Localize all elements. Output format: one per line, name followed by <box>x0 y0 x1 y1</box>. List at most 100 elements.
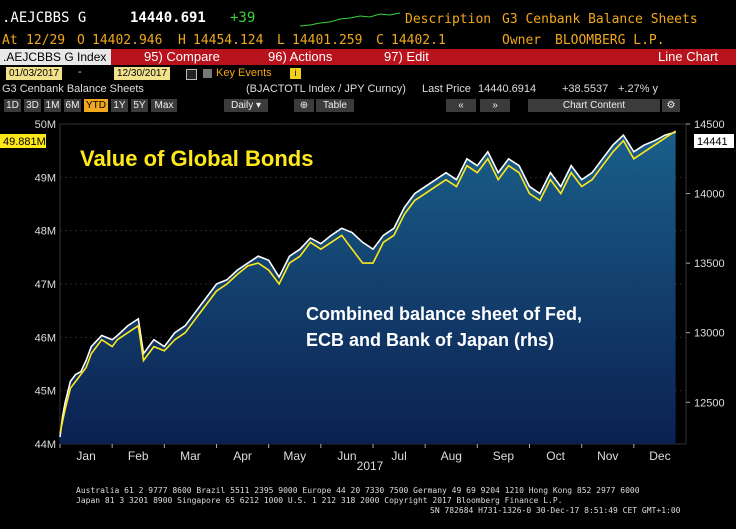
toolbar: .AEJCBBS G Index 95) Compare 96) Actions… <box>0 49 736 66</box>
footer: Australia 61 2 9777 8600 Brazil 5511 239… <box>0 480 736 529</box>
last-price-label: Last Price <box>422 83 471 95</box>
owner-label: Owner <box>502 33 542 48</box>
period-button-3d[interactable]: 3D <box>24 99 41 112</box>
high-value: 14454.124 <box>193 33 264 48</box>
area-fill <box>60 132 676 444</box>
compare-button[interactable]: 95) Compare <box>144 49 220 64</box>
last-price-value: 14440.6914 <box>478 83 537 95</box>
info-icon[interactable]: i <box>290 68 301 79</box>
x-tick-label: Apr <box>233 449 252 463</box>
x-tick-label: Nov <box>597 449 618 463</box>
annotation-line2: ECB and Bank of Japan (rhs) <box>306 330 554 350</box>
period-button-1y[interactable]: 1Y <box>111 99 128 112</box>
left-last-tag-text: 49.881M <box>3 136 46 148</box>
right-last-tag-text: 14441 <box>697 136 728 148</box>
scroll-right-icon[interactable]: » <box>480 99 510 112</box>
left-tick-label: 47M <box>35 279 56 291</box>
period-button-1d[interactable]: 1D <box>4 99 21 112</box>
at-value: 12/29 <box>26 33 66 48</box>
chart: 44M 45M 46M 47M 48M 49M 50M 12500 13000 13500 140… <box>0 119 734 473</box>
price-change: +39 <box>230 10 256 26</box>
right-tick-label: 12500 <box>694 397 725 409</box>
table-button[interactable]: Table <box>316 99 354 112</box>
annotation-line1: Combined balance sheet of Fed, <box>306 304 582 324</box>
ohlc-row: At 12/29 O 14402.946 H 14454.124 L 14401… <box>0 32 736 49</box>
low-label: L <box>277 33 285 48</box>
left-tick-label: 48M <box>35 226 56 238</box>
quote-header: .AEJCBBS G 14440.691 +39 Description G3 … <box>0 0 736 32</box>
description-value: G3 Cenbank Balance Sheets <box>502 12 698 27</box>
info-row: G3 Cenbank Balance Sheets (BJACTOTL Inde… <box>0 82 736 98</box>
left-tick-label: 44M <box>35 439 56 451</box>
change-pct: +.27% y <box>618 83 659 95</box>
period-button-1m[interactable]: 1M <box>44 99 61 112</box>
compare-series: (BJACTOTL Index / JPY Curncy) <box>246 83 406 95</box>
left-axis: 44M 45M 46M 47M 48M 49M 50M <box>35 119 56 451</box>
frequency-value: Daily <box>230 100 254 111</box>
period-row: 1D 3D 1M 6M YTD 1Y 5Y Max Daily ▾ ⊕ Table « » C… <box>0 98 736 114</box>
at-label: At <box>2 33 18 48</box>
x-tick-label: Sep <box>493 449 515 463</box>
right-tick-label: 14500 <box>694 119 725 131</box>
key-events-label: Key Events <box>216 67 272 79</box>
start-date-field[interactable]: 01/03/2017 <box>6 67 63 80</box>
zoom-icon[interactable]: ⊕ <box>294 99 314 112</box>
ticker: .AEJCBBS G <box>2 10 87 26</box>
left-tick-label: 49M <box>35 172 56 184</box>
chart-content-button[interactable]: Chart Content <box>528 99 660 112</box>
left-tick-label: 45M <box>35 386 56 398</box>
scroll-left-icon[interactable]: « <box>446 99 476 112</box>
footer-line1: Australia 61 2 9777 8600 Brazil 5511 239… <box>76 486 640 495</box>
toolbar-bar <box>0 49 736 65</box>
key-events-checkbox[interactable] <box>203 69 212 78</box>
open-label: O <box>77 33 85 48</box>
close-label: C <box>376 33 384 48</box>
change-abs: +38.5537 <box>562 83 609 95</box>
footer-line3: SN 782684 H731-1326-0 30-Dec-17 8:51:49 … <box>430 506 681 515</box>
x-tick-label: Jan <box>76 449 95 463</box>
x-axis: Jan Feb Mar Apr May Jun Jul Aug Sep Oct Nov Dec <box>59 444 671 463</box>
left-last-tag <box>0 134 46 148</box>
last-price: 14440.691 <box>130 10 206 26</box>
period-button-ytd[interactable]: YTD <box>84 99 108 112</box>
right-last-tag <box>694 134 734 148</box>
x-axis-label: 2017 <box>357 459 384 473</box>
edit-button[interactable]: 97) Edit <box>384 49 429 64</box>
left-tick-label: 50M <box>35 119 56 131</box>
frequency-select[interactable]: Daily ▾ <box>224 99 268 112</box>
x-tick-label: Aug <box>441 449 462 463</box>
calendar-icon[interactable] <box>186 69 197 80</box>
series-yellow-line <box>59 130 677 434</box>
high-label: H <box>178 33 186 48</box>
x-tick-label: May <box>283 449 306 463</box>
low-value: 14401.259 <box>292 33 363 48</box>
right-tick-label: 14000 <box>694 189 725 201</box>
close-value: 14402.1 <box>391 33 446 48</box>
chart-content-label: Chart Content <box>562 100 626 111</box>
range-dash: - <box>78 66 82 78</box>
end-date-field[interactable]: 12/30/2017 <box>114 67 171 80</box>
settings-icon[interactable]: ⚙ <box>662 99 680 112</box>
open-value: 14402.946 <box>92 33 163 48</box>
right-axis: 12500 13000 13500 14000 14500 <box>686 119 725 409</box>
right-tick-label: 13500 <box>694 258 725 270</box>
owner-value: BLOOMBERG L.P. <box>555 33 665 48</box>
x-tick-label: Dec <box>649 449 670 463</box>
x-tick-label: Oct <box>546 449 565 463</box>
view-type[interactable]: Line Chart <box>658 49 718 64</box>
period-button-max[interactable]: Max <box>151 99 177 112</box>
left-tick-label: 46M <box>35 332 56 344</box>
series-title: G3 Cenbank Balance Sheets <box>2 83 144 95</box>
actions-button[interactable]: 96) Actions <box>268 49 333 64</box>
footer-line2: Japan 81 3 3201 8900 Singapore 65 6212 1… <box>76 496 563 505</box>
x-tick-label: Mar <box>180 449 201 463</box>
period-button-5y[interactable]: 5Y <box>131 99 148 112</box>
description-label: Description <box>405 12 492 27</box>
x-tick-label: Feb <box>128 449 149 463</box>
period-button-6m[interactable]: 6M <box>64 99 81 112</box>
chart-title: Value of Global Bonds <box>80 146 313 171</box>
x-tick-label: Jul <box>391 449 406 463</box>
security-field[interactable]: .AEJCBBS G Index <box>0 49 111 65</box>
x-tick-label: Jun <box>337 449 356 463</box>
right-tick-label: 13000 <box>694 328 725 340</box>
